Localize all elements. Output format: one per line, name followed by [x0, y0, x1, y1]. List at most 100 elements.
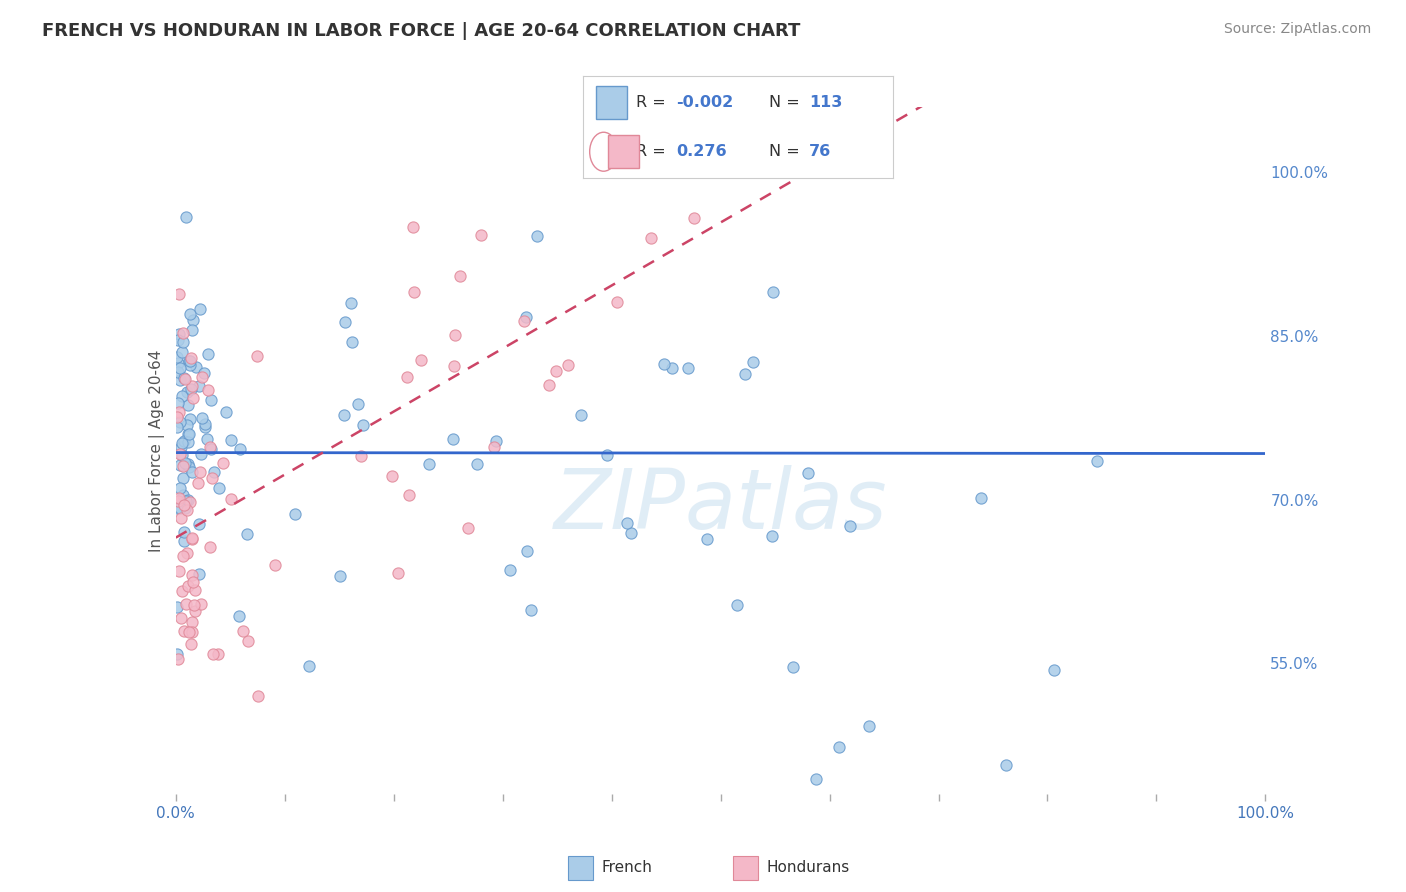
- Point: [180, 637, 202, 651]
- Text: Source: ZipAtlas.com: Source: ZipAtlas.com: [1223, 22, 1371, 37]
- Bar: [733, 856, 758, 880]
- Text: R =: R =: [636, 95, 666, 110]
- Point: [177, 458, 200, 472]
- Point: [411, 353, 433, 368]
- Point: [177, 398, 200, 412]
- Point: [741, 355, 763, 369]
- Point: [195, 433, 218, 447]
- Point: [484, 440, 506, 454]
- Point: [170, 435, 193, 450]
- Point: [167, 287, 190, 301]
- Point: [782, 660, 804, 674]
- Text: 0.276: 0.276: [676, 145, 727, 160]
- Point: [346, 397, 368, 411]
- Point: [170, 583, 193, 598]
- Point: [596, 448, 619, 462]
- Text: FRENCH VS HONDURAN IN LABOR FORCE | AGE 20-64 CORRELATION CHART: FRENCH VS HONDURAN IN LABOR FORCE | AGE …: [42, 22, 800, 40]
- Point: [191, 410, 214, 425]
- Point: [190, 597, 212, 611]
- Point: [696, 532, 718, 546]
- Point: [298, 658, 321, 673]
- Point: [170, 345, 193, 359]
- Point: [200, 442, 222, 456]
- Point: [188, 465, 211, 479]
- Point: [177, 427, 200, 442]
- Point: [187, 516, 209, 531]
- Point: [191, 370, 214, 384]
- Point: [526, 229, 548, 244]
- Point: [661, 361, 683, 376]
- Point: [443, 328, 465, 343]
- Point: [167, 651, 190, 665]
- Point: [387, 566, 409, 580]
- Point: [183, 598, 205, 612]
- Point: [970, 491, 993, 505]
- Point: [180, 466, 202, 480]
- Point: [184, 582, 207, 597]
- Point: [179, 354, 201, 368]
- Point: [167, 491, 190, 506]
- Point: [177, 434, 200, 449]
- Point: [569, 408, 592, 422]
- Point: [231, 624, 253, 638]
- Point: [236, 526, 259, 541]
- Point: [620, 526, 643, 541]
- Point: [176, 457, 198, 471]
- Point: [173, 434, 195, 449]
- Point: [246, 689, 269, 703]
- Point: [201, 471, 224, 485]
- Point: [685, 165, 707, 179]
- Point: [172, 458, 194, 473]
- Point: [246, 349, 269, 363]
- Point: [537, 378, 560, 392]
- Point: [806, 772, 828, 787]
- Point: [176, 546, 198, 560]
- Point: [652, 357, 675, 371]
- Point: [167, 395, 190, 409]
- Point: [329, 569, 352, 583]
- Point: [177, 354, 200, 368]
- Point: [169, 373, 191, 387]
- Point: [166, 350, 188, 364]
- Point: [177, 492, 200, 507]
- Point: [398, 488, 420, 502]
- Point: [176, 579, 198, 593]
- Point: [682, 211, 704, 226]
- Point: [180, 532, 202, 546]
- Point: [198, 441, 221, 455]
- Point: [179, 307, 201, 321]
- Point: [197, 346, 219, 360]
- Point: [516, 544, 538, 558]
- Point: [515, 310, 537, 324]
- Point: [179, 412, 201, 426]
- Point: [381, 468, 404, 483]
- Point: [173, 498, 195, 512]
- Bar: [609, 136, 640, 168]
- Point: [166, 501, 188, 516]
- Point: [176, 384, 198, 399]
- Point: [180, 615, 202, 630]
- Point: [166, 410, 188, 425]
- Point: [187, 379, 209, 393]
- Point: [179, 625, 201, 640]
- Point: [207, 648, 229, 662]
- Point: [176, 503, 198, 517]
- Point: [169, 481, 191, 495]
- Point: [499, 563, 522, 577]
- Ellipse shape: [589, 132, 617, 171]
- Point: [186, 360, 208, 375]
- Point: [167, 565, 190, 579]
- Point: [734, 368, 756, 382]
- Point: [544, 364, 567, 378]
- Point: [174, 597, 197, 611]
- Point: [678, 360, 700, 375]
- Point: [166, 600, 188, 615]
- Point: [169, 360, 191, 375]
- Point: [167, 333, 190, 347]
- Point: [557, 358, 579, 372]
- Text: 113: 113: [810, 95, 842, 110]
- Point: [173, 525, 195, 540]
- Point: [167, 326, 190, 341]
- Point: [181, 568, 204, 582]
- Point: [181, 624, 204, 639]
